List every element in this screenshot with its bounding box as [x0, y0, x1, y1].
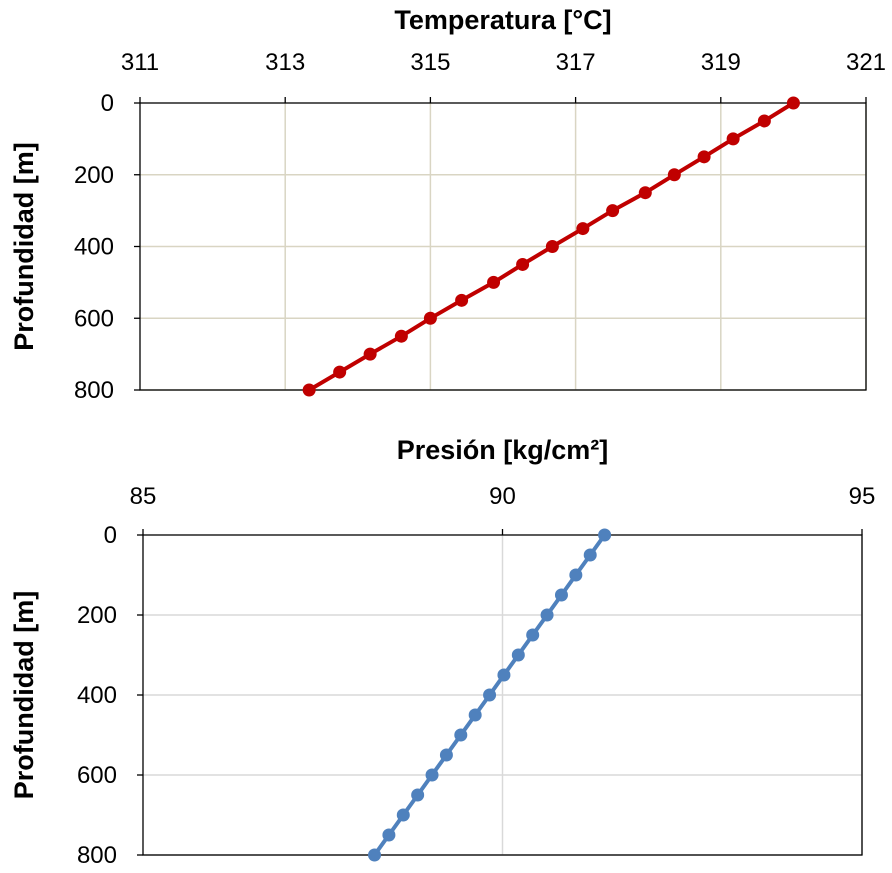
data-point	[382, 828, 396, 842]
data-point	[569, 568, 583, 582]
data-point	[425, 768, 439, 782]
data-point	[396, 808, 410, 822]
data-point	[516, 257, 530, 271]
y-tick-label: 600	[77, 762, 117, 789]
data-point	[333, 365, 347, 379]
data-point	[606, 204, 620, 218]
chart-title: Temperatura [°C]	[394, 5, 611, 35]
data-point	[439, 748, 453, 762]
chart-1: 311 313 315 317 319 321 0 200 400 600 800 Temperatu…	[9, 5, 886, 404]
data-point	[455, 293, 469, 307]
chart-title: Presión [kg/cm²]	[397, 435, 609, 465]
y-tick-label: 600	[74, 305, 114, 332]
data-point	[511, 648, 525, 662]
x-tick-label: 319	[701, 49, 741, 76]
y-axis-label: Profundidad [m]	[9, 591, 39, 799]
data-point	[598, 528, 612, 542]
data-point	[363, 347, 377, 361]
chart-2: 85 90 95 0 200 400 600 800 Presión [kg/cm²] Profu…	[9, 435, 875, 869]
y-tick-label: 0	[104, 522, 117, 549]
x-tick-label: 85	[130, 483, 157, 510]
data-point	[483, 688, 497, 702]
data-point	[411, 788, 425, 802]
y-tick-label: 800	[74, 377, 114, 404]
data-point	[302, 383, 316, 397]
data-point	[468, 708, 482, 722]
x-tick-label: 321	[846, 49, 886, 76]
x-tick-label: 315	[410, 49, 450, 76]
data-point	[368, 848, 382, 862]
x-tick-label: 317	[556, 49, 596, 76]
y-tick-label: 400	[77, 682, 117, 709]
data-point	[554, 588, 568, 602]
data-point	[545, 240, 559, 253]
data-point	[576, 222, 590, 236]
data-point	[394, 329, 408, 343]
data-point	[638, 186, 652, 200]
x-tick-label: 95	[849, 483, 876, 510]
y-tick-label: 800	[77, 842, 117, 869]
y-tick-label: 0	[101, 90, 114, 117]
data-point	[423, 311, 437, 325]
y-tick-label: 200	[77, 602, 117, 629]
data-point	[454, 728, 468, 742]
data-point	[667, 168, 681, 182]
data-point	[540, 608, 554, 622]
y-tick-label: 200	[74, 162, 114, 189]
y-axis-label: Profundidad [m]	[9, 142, 39, 350]
x-tick-label: 313	[265, 49, 305, 76]
data-point	[757, 114, 771, 128]
x-tick-label: 90	[489, 483, 516, 510]
data-point	[497, 668, 511, 682]
y-tick-label: 400	[74, 234, 114, 261]
x-tick-label: 311	[121, 49, 159, 76]
data-point	[697, 150, 711, 164]
data-point	[526, 628, 540, 642]
data-point	[786, 96, 800, 110]
data-point	[487, 275, 501, 289]
data-point	[583, 548, 597, 562]
data-point	[726, 132, 740, 146]
